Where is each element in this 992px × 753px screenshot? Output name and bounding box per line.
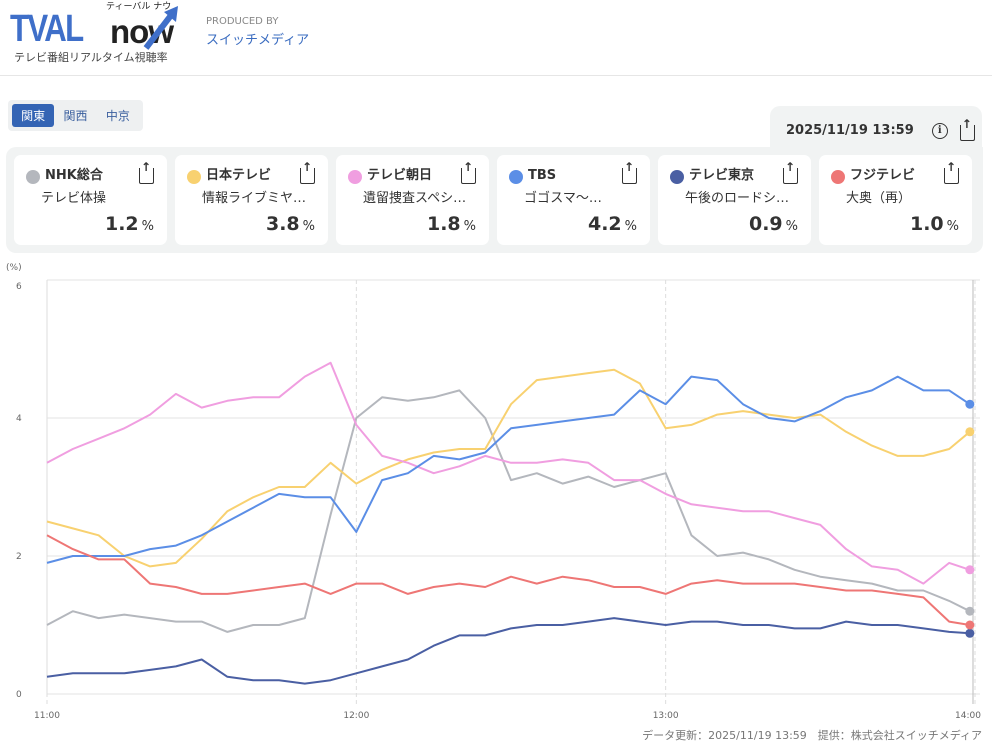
rating-value: 1.2% (105, 213, 154, 238)
program-title: 午後のロードシ… (685, 191, 790, 206)
channel-name: 日本テレビ (206, 168, 272, 183)
tab-kanto[interactable]: 関東 (12, 104, 55, 127)
series-line-0 (46, 389, 971, 633)
share-button[interactable] (300, 160, 315, 186)
series-end-point-4 (965, 628, 975, 638)
share-icon[interactable] (959, 117, 975, 141)
info-icon[interactable]: i (931, 123, 948, 139)
x-tick-label: 11:00 (34, 711, 60, 721)
producer-link[interactable]: スイッチメディア (206, 33, 310, 48)
share-button[interactable] (944, 160, 959, 186)
rating-unit: % (785, 219, 798, 234)
rating-value: 0.9% (749, 213, 798, 238)
channel-card[interactable]: テレビ東京 午後のロードシ… 0.9% (658, 155, 811, 245)
tvalnow-logo[interactable]: ティーバル ナウ TVAL now テレビ番組リアルタイム視聴率 (10, 2, 180, 66)
series-line-4 (46, 617, 970, 685)
program-title: ゴゴスマ〜… (524, 191, 602, 206)
channel-color-dot (670, 170, 684, 184)
series-end-point-1 (965, 427, 975, 437)
footer-text: データ更新：2025/11/19 13:59 提供：株式会社スイッチメディア (642, 729, 982, 742)
share-button[interactable] (622, 160, 637, 186)
series-end-point-5 (965, 620, 975, 630)
logo-subtitle: テレビ番組リアルタイム視聴率 (14, 51, 168, 64)
y-tick-label: 0 (16, 690, 22, 700)
channel-color-dot (26, 170, 40, 184)
series-line-2 (46, 361, 971, 585)
rating-value: 1.0% (910, 213, 959, 238)
rating-value: 3.8% (266, 213, 315, 238)
series-line-3 (46, 375, 971, 564)
x-tick-label: 14:00 (955, 711, 981, 721)
share-button[interactable] (139, 160, 154, 186)
timestamp: 2025/11/19 13:59 (786, 123, 914, 138)
share-icon (622, 160, 637, 184)
channel-panel: NHK総合 テレビ体操 1.2% 日本テレビ 情報ライブミヤ… 3.8% テレビ… (6, 147, 983, 253)
channel-name: TBS (528, 168, 557, 183)
share-icon (300, 160, 315, 184)
y-tick-label: 2 (16, 552, 22, 562)
rating-unit: % (463, 219, 476, 234)
channel-card[interactable]: TBS ゴゴスマ〜… 4.2% (497, 155, 650, 245)
series-end-point-2 (965, 565, 975, 575)
channel-card[interactable]: テレビ朝日 遺留捜査スペシ… 1.8% (336, 155, 489, 245)
tab-chukyo[interactable]: 中京 (105, 108, 130, 123)
channel-card[interactable]: NHK総合 テレビ体操 1.2% (14, 155, 167, 245)
channel-card[interactable]: 日本テレビ 情報ライブミヤ… 3.8% (175, 155, 328, 245)
ratings-chart: (%) 0 2 4 6 11:00 12:00 13:00 14:00 (6, 263, 981, 721)
x-tick-label: 13:00 (653, 711, 679, 721)
channel-card[interactable]: フジテレビ 大奥（再） 1.0% (819, 155, 972, 245)
y-axis-unit: (%) (6, 263, 22, 273)
channel-name: NHK総合 (45, 168, 103, 183)
produced-by-label: PRODUCED BY (206, 16, 279, 27)
x-tick-label: 12:00 (343, 711, 369, 721)
channel-color-dot (831, 170, 845, 184)
series-end-point-3 (965, 399, 975, 409)
rating-unit: % (141, 219, 154, 234)
rating-number: 4.2 (587, 213, 622, 235)
rating-value: 1.8% (427, 213, 476, 238)
channel-color-dot (348, 170, 362, 184)
y-tick-label: 4 (16, 414, 22, 424)
header: ティーバル ナウ TVAL now テレビ番組リアルタイム視聴率 PRODUCE… (0, 0, 992, 76)
series-end-point-0 (965, 606, 975, 616)
channel-name: テレビ東京 (689, 168, 755, 183)
logo-kana: ティーバル ナウ (106, 2, 172, 12)
program-title: 遺留捜査スペシ… (363, 191, 467, 206)
rating-unit: % (302, 219, 315, 234)
channel-name: フジテレビ (850, 168, 916, 183)
share-button[interactable] (461, 160, 476, 186)
channel-name: テレビ朝日 (367, 168, 433, 183)
region-tabs: 関東 関西 中京 (8, 100, 143, 131)
rating-number: 0.9 (748, 213, 783, 235)
share-icon (783, 160, 798, 184)
series-line-1 (46, 368, 971, 568)
series-line-5 (46, 534, 970, 626)
channel-color-dot (187, 170, 201, 184)
rating-value: 4.2% (588, 213, 637, 238)
share-icon (139, 160, 154, 184)
program-title: テレビ体操 (41, 191, 107, 206)
arrow-up-icon (143, 6, 178, 50)
rating-number: 3.8 (265, 213, 300, 235)
channel-color-dot (509, 170, 523, 184)
rating-number: 1.2 (104, 213, 139, 235)
share-icon (461, 160, 476, 184)
rating-unit: % (946, 219, 959, 234)
share-icon (944, 160, 959, 184)
y-tick-label: 6 (16, 282, 22, 292)
rating-unit: % (624, 219, 637, 234)
share-button[interactable] (783, 160, 798, 186)
program-title: 情報ライブミヤ… (202, 191, 307, 206)
program-title: 大奥（再） (846, 191, 912, 206)
tab-kansai[interactable]: 関西 (63, 108, 88, 123)
rating-number: 1.0 (909, 213, 944, 235)
logo-text: TVAL (10, 8, 84, 50)
rating-number: 1.8 (426, 213, 461, 235)
